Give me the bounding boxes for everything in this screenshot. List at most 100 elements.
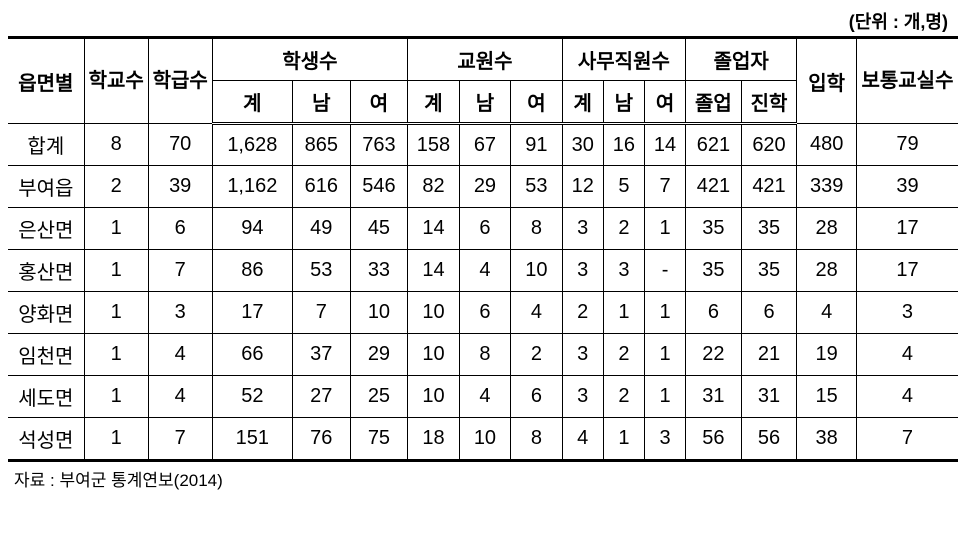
header-staff-total: 계 <box>562 81 603 124</box>
cell-classrooms: 39 <box>856 166 958 208</box>
cell-staff-female: 1 <box>644 292 685 334</box>
cell-teachers-total: 10 <box>408 376 459 418</box>
table-row: 임천면1466372910823212221194 <box>8 334 958 376</box>
cell-schools: 1 <box>84 208 148 250</box>
cell-staff-female: 1 <box>644 334 685 376</box>
cell-teachers-female: 8 <box>511 418 562 461</box>
cell-students-total: 86 <box>212 250 292 292</box>
unit-label: (단위 : 개,명) <box>8 8 948 34</box>
cell-students-total: 94 <box>212 208 292 250</box>
cell-teachers-total: 14 <box>408 250 459 292</box>
cell-grad-grad: 35 <box>686 208 742 250</box>
cell-students-total: 52 <box>212 376 292 418</box>
cell-region: 양화면 <box>8 292 84 334</box>
source-label: 자료 : 부여군 통계연보(2014) <box>14 466 958 491</box>
cell-grad-grad: 421 <box>686 166 742 208</box>
cell-teachers-total: 82 <box>408 166 459 208</box>
cell-grad-advance: 6 <box>741 292 797 334</box>
header-enrollment: 입학 <box>797 38 857 124</box>
cell-classrooms: 4 <box>856 376 958 418</box>
cell-schools: 1 <box>84 250 148 292</box>
cell-classrooms: 17 <box>856 208 958 250</box>
cell-teachers-female: 91 <box>511 124 562 166</box>
header-region: 읍면별 <box>8 38 84 124</box>
cell-grad-grad: 56 <box>686 418 742 461</box>
header-teachers-female: 여 <box>511 81 562 124</box>
cell-students-male: 49 <box>292 208 350 250</box>
header-classes: 학급수 <box>148 38 212 124</box>
header-staff-female: 여 <box>644 81 685 124</box>
cell-grad-advance: 56 <box>741 418 797 461</box>
header-teachers-total: 계 <box>408 81 459 124</box>
cell-staff-male: 1 <box>603 418 644 461</box>
cell-students-female: 763 <box>350 124 408 166</box>
cell-teachers-male: 67 <box>459 124 510 166</box>
table-body: 합계8701,628865763158679130161462162048079… <box>8 124 958 461</box>
cell-staff-total: 3 <box>562 334 603 376</box>
cell-classes: 4 <box>148 376 212 418</box>
cell-schools: 8 <box>84 124 148 166</box>
cell-schools: 2 <box>84 166 148 208</box>
cell-region: 부여읍 <box>8 166 84 208</box>
cell-classrooms: 7 <box>856 418 958 461</box>
cell-staff-male: 2 <box>603 208 644 250</box>
cell-staff-male: 2 <box>603 376 644 418</box>
cell-enrollment: 480 <box>797 124 857 166</box>
cell-grad-advance: 620 <box>741 124 797 166</box>
cell-teachers-total: 10 <box>408 334 459 376</box>
cell-grad-grad: 35 <box>686 250 742 292</box>
cell-students-male: 865 <box>292 124 350 166</box>
cell-teachers-male: 6 <box>459 208 510 250</box>
cell-students-male: 7 <box>292 292 350 334</box>
cell-students-male: 616 <box>292 166 350 208</box>
cell-staff-total: 3 <box>562 208 603 250</box>
cell-region: 석성면 <box>8 418 84 461</box>
cell-staff-female: 3 <box>644 418 685 461</box>
cell-students-female: 45 <box>350 208 408 250</box>
cell-staff-total: 30 <box>562 124 603 166</box>
cell-students-total: 1,162 <box>212 166 292 208</box>
cell-region: 세도면 <box>8 376 84 418</box>
cell-teachers-female: 8 <box>511 208 562 250</box>
cell-students-female: 25 <box>350 376 408 418</box>
table-row: 부여읍2391,162616546822953125742142133939 <box>8 166 958 208</box>
header-grad-grad: 졸업 <box>686 81 742 124</box>
cell-classrooms: 3 <box>856 292 958 334</box>
cell-classrooms: 17 <box>856 250 958 292</box>
cell-enrollment: 15 <box>797 376 857 418</box>
cell-teachers-female: 2 <box>511 334 562 376</box>
cell-staff-total: 12 <box>562 166 603 208</box>
cell-teachers-male: 8 <box>459 334 510 376</box>
cell-schools: 1 <box>84 376 148 418</box>
table-row: 합계8701,628865763158679130161462162048079 <box>8 124 958 166</box>
cell-staff-male: 3 <box>603 250 644 292</box>
cell-enrollment: 19 <box>797 334 857 376</box>
header-students-total: 계 <box>212 81 292 124</box>
header-classrooms: 보통교실수 <box>856 38 958 124</box>
cell-classes: 4 <box>148 334 212 376</box>
cell-classrooms: 79 <box>856 124 958 166</box>
cell-teachers-female: 4 <box>511 292 562 334</box>
cell-grad-grad: 6 <box>686 292 742 334</box>
cell-grad-advance: 35 <box>741 250 797 292</box>
cell-grad-advance: 35 <box>741 208 797 250</box>
cell-teachers-total: 158 <box>408 124 459 166</box>
table-row: 석성면171517675181084135656387 <box>8 418 958 461</box>
cell-region: 임천면 <box>8 334 84 376</box>
cell-region: 은산면 <box>8 208 84 250</box>
cell-teachers-total: 14 <box>408 208 459 250</box>
cell-students-female: 10 <box>350 292 408 334</box>
table-row: 홍산면178653331441033-35352817 <box>8 250 958 292</box>
header-staff: 사무직원수 <box>562 38 686 81</box>
header-teachers-male: 남 <box>459 81 510 124</box>
cell-grad-advance: 31 <box>741 376 797 418</box>
cell-teachers-female: 10 <box>511 250 562 292</box>
cell-staff-female: - <box>644 250 685 292</box>
cell-students-female: 75 <box>350 418 408 461</box>
header-teachers: 교원수 <box>408 38 562 81</box>
cell-students-male: 53 <box>292 250 350 292</box>
cell-grad-grad: 621 <box>686 124 742 166</box>
cell-enrollment: 339 <box>797 166 857 208</box>
cell-grad-grad: 31 <box>686 376 742 418</box>
cell-students-total: 17 <box>212 292 292 334</box>
